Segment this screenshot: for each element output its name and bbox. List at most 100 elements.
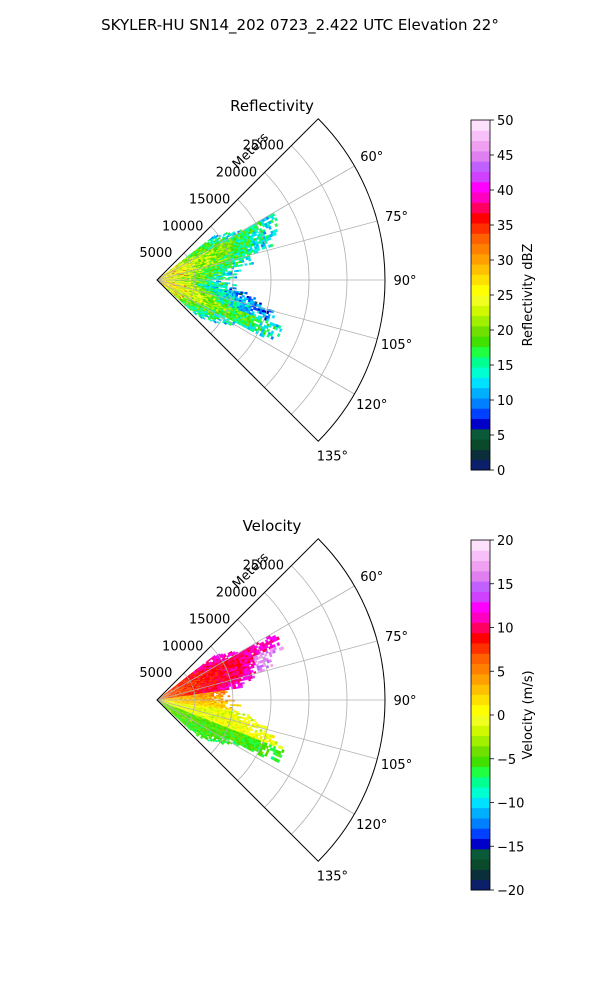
data-cell	[192, 311, 196, 314]
data-cell	[214, 255, 218, 259]
data-cell	[197, 311, 201, 315]
data-cell	[164, 285, 167, 287]
data-cell	[216, 249, 220, 252]
data-cell	[219, 300, 223, 303]
data-cell	[211, 250, 215, 253]
data-cell	[191, 672, 195, 675]
data-cell	[178, 271, 182, 274]
data-cell	[213, 297, 217, 300]
data-cell	[214, 237, 218, 241]
data-cell	[193, 260, 197, 263]
data-cell	[204, 713, 208, 716]
colorbar-segment	[471, 233, 490, 245]
data-cell	[211, 301, 215, 304]
data-cell	[181, 296, 185, 299]
data-cell	[196, 288, 200, 291]
data-cell	[192, 670, 196, 673]
data-cell	[166, 281, 169, 282]
data-cell	[172, 703, 176, 705]
data-cell	[179, 282, 183, 284]
data-cell	[208, 303, 212, 307]
data-cell	[167, 693, 170, 696]
data-cell	[176, 706, 179, 709]
data-cell	[175, 699, 178, 700]
data-cell	[164, 285, 167, 288]
data-cell	[178, 295, 182, 298]
data-cell	[182, 689, 186, 691]
data-cell	[163, 278, 167, 280]
data-cell	[203, 674, 207, 677]
data-cell	[163, 275, 166, 278]
data-cell	[199, 295, 203, 298]
data-cell	[181, 693, 185, 696]
data-cell	[211, 674, 214, 677]
data-cell	[166, 692, 169, 694]
data-cell	[195, 697, 199, 699]
data-cell	[181, 283, 185, 285]
colorbar-tick-label: 15	[497, 359, 514, 374]
data-cell	[178, 706, 182, 708]
data-cell	[189, 268, 193, 270]
data-cell	[184, 300, 187, 303]
data-cell	[166, 698, 169, 700]
data-cell	[181, 704, 185, 707]
data-cell	[189, 290, 192, 293]
data-cell	[206, 302, 210, 305]
data-cell	[201, 682, 205, 685]
data-cell	[193, 302, 197, 305]
data-cell	[186, 694, 189, 696]
data-cell	[184, 257, 187, 261]
data-cell	[174, 275, 178, 277]
data-cell	[201, 289, 205, 292]
data-cell	[181, 266, 184, 268]
data-cell	[201, 295, 205, 298]
data-cell	[205, 253, 209, 256]
data-cell	[189, 673, 193, 676]
data-cell	[170, 270, 173, 272]
data-cell	[202, 258, 206, 261]
data-cell	[186, 266, 190, 269]
data-cell	[187, 295, 190, 298]
data-cell	[203, 290, 207, 292]
data-cell	[160, 695, 163, 698]
data-cell	[223, 321, 228, 325]
data-cell	[206, 241, 210, 245]
data-cell	[171, 692, 174, 694]
data-cell	[175, 269, 178, 271]
data-cell	[170, 281, 174, 282]
data-cell	[168, 281, 171, 283]
data-cell	[162, 694, 165, 697]
data-cell	[173, 286, 177, 288]
data-cell	[186, 262, 190, 265]
data-cell	[195, 303, 199, 306]
data-cell	[203, 711, 207, 713]
azimuth-tick-label: 60°	[360, 150, 383, 165]
data-cell	[211, 681, 214, 684]
data-cell	[177, 282, 180, 284]
data-cell	[184, 688, 188, 691]
data-cell	[190, 691, 194, 694]
data-cell	[182, 684, 186, 687]
data-cell	[185, 265, 189, 267]
data-cell	[200, 714, 203, 716]
data-cell	[172, 276, 176, 278]
data-cell	[206, 675, 210, 678]
data-cell	[179, 289, 183, 292]
data-cell	[165, 695, 168, 697]
data-cell	[252, 675, 256, 679]
data-cell	[170, 269, 173, 272]
data-cell	[165, 271, 169, 274]
data-cell	[196, 247, 200, 251]
data-cell	[177, 283, 180, 285]
data-cell	[169, 285, 172, 288]
data-cell	[161, 281, 164, 283]
data-cell	[188, 675, 192, 679]
data-cell	[181, 291, 185, 294]
data-cell	[188, 264, 191, 267]
data-cell	[225, 272, 228, 275]
data-cell	[169, 693, 173, 696]
data-cell	[218, 693, 221, 696]
data-cell	[184, 283, 187, 285]
data-cell	[263, 653, 268, 657]
data-cell	[177, 264, 181, 267]
